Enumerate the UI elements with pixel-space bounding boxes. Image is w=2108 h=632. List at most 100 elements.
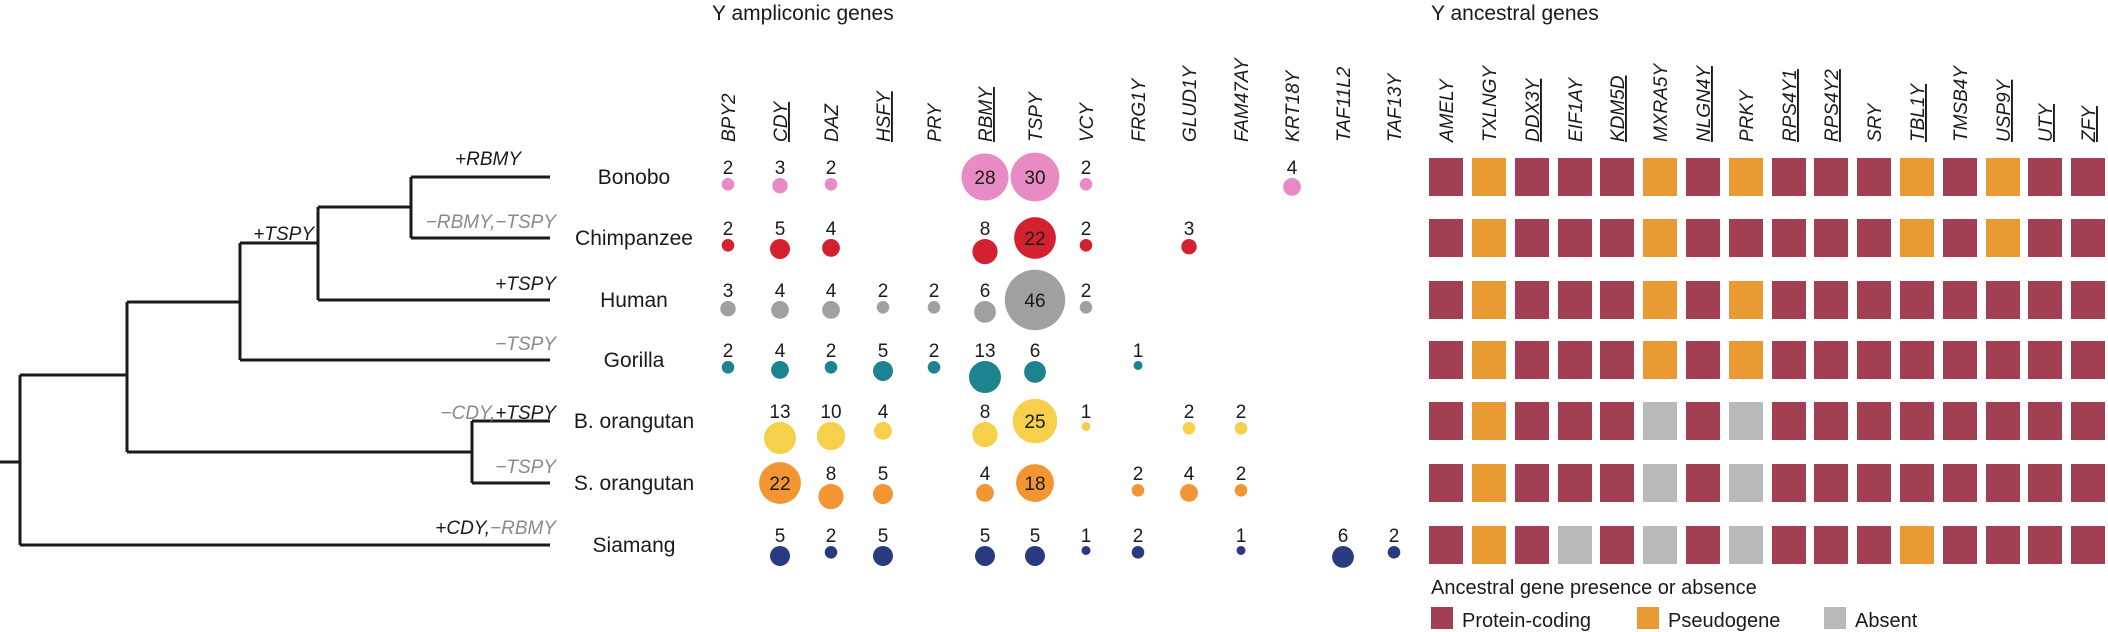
- status-cell: [1814, 464, 1848, 502]
- status-cell: [1643, 341, 1677, 379]
- status-cell: [1643, 464, 1677, 502]
- status-cell: [1686, 402, 1720, 440]
- gene-label: TXLNGY: [1480, 65, 1501, 142]
- copy-bubble: [972, 238, 998, 265]
- gene-label: TAF13Y: [1385, 72, 1406, 142]
- branch-event-bonobo: +RBMY: [455, 149, 522, 170]
- gene-label: KDM5D: [1608, 75, 1629, 142]
- copy-count: 3: [775, 158, 786, 179]
- status-cell: [1600, 526, 1634, 564]
- status-cell: [1558, 219, 1592, 257]
- gene-label: SRY: [1865, 102, 1886, 142]
- status-cell: [2071, 526, 2105, 564]
- status-cell: [1429, 526, 1463, 564]
- gene-label: TSPY: [1026, 91, 1047, 142]
- species-label: Siamang: [593, 534, 676, 557]
- copy-count: 2: [1133, 464, 1144, 485]
- status-cell: [1900, 158, 1934, 196]
- event-part: −TSPY: [495, 334, 557, 355]
- copy-bubble: [1181, 239, 1197, 255]
- status-cell: [1472, 526, 1506, 564]
- copy-count: 1: [1236, 526, 1247, 547]
- status-cell: [1986, 526, 2020, 564]
- copy-count: 5: [878, 526, 889, 547]
- status-cell: [1900, 281, 1934, 319]
- copy-bubble: [1283, 178, 1301, 196]
- status-cell: [1515, 526, 1549, 564]
- status-cell: [2028, 281, 2062, 319]
- ampliconic-gene-headers: BPY2 CDY DAZ HSFY PRY RBMY TSPY VCY FRG1Y GLUD1Y F…: [719, 57, 1406, 142]
- status-cell: [1558, 158, 1592, 196]
- copy-count: 18: [1024, 474, 1045, 495]
- copy-count: 2: [1184, 402, 1195, 423]
- copy-bubble: [1234, 421, 1248, 435]
- copy-bubble: [1131, 545, 1145, 559]
- branch-event-borang: −CDY,+TSPY: [441, 403, 558, 424]
- copy-count: 4: [826, 219, 837, 240]
- event-part: +TSPY: [495, 403, 557, 424]
- status-cell: [2028, 402, 2062, 440]
- status-cell: [1515, 158, 1549, 196]
- gene-label: FRG1Y: [1129, 77, 1150, 142]
- status-cell: [1600, 341, 1634, 379]
- species-label: Bonobo: [598, 166, 670, 189]
- gene-label: BPY2: [719, 93, 740, 142]
- copy-count: 2: [1081, 281, 1092, 302]
- gene-label: RBMY: [976, 86, 997, 142]
- gene-label: USP9Y: [1994, 78, 2015, 142]
- copy-bubble: [822, 239, 840, 257]
- copy-bubble: [876, 300, 890, 314]
- copy-count: 22: [769, 474, 790, 495]
- status-cell: [1986, 281, 2020, 319]
- status-cell: [1686, 464, 1720, 502]
- copy-bubble: [759, 462, 801, 504]
- status-cell: [1857, 219, 1891, 257]
- gene-label: EIF1AY: [1566, 77, 1587, 142]
- status-cell: [1772, 402, 1806, 440]
- status-cell: [2071, 281, 2105, 319]
- status-cell: [1515, 219, 1549, 257]
- status-cell: [1686, 281, 1720, 319]
- copy-bubble: [1012, 398, 1058, 444]
- species-label: Gorilla: [604, 349, 665, 372]
- copy-count: 2: [1133, 526, 1144, 547]
- ampliconic-title: Y ampliconic genes: [712, 2, 894, 25]
- copy-count: 4: [878, 402, 889, 423]
- copy-bubble: [772, 178, 788, 194]
- gene-label: TBL1Y: [1908, 83, 1929, 142]
- status-cell: [1900, 341, 1934, 379]
- gene-label: PRY: [925, 102, 946, 142]
- gene-label: TAF11L2: [1334, 66, 1355, 142]
- copy-count: 1: [1081, 402, 1092, 423]
- gene-label: AMELY: [1437, 78, 1458, 143]
- ampliconic-bubble-grid: 2 3 2 28 30 2 42 5 4 8 22 2 33 4 4 2 2 6 46 22 4 2 5 2 13 6 113 10 4…: [720, 152, 1401, 568]
- status-cell: [1429, 341, 1463, 379]
- status-cell: [1772, 219, 1806, 257]
- copy-count: 30: [1024, 168, 1045, 189]
- event-part: +TSPY: [253, 224, 315, 245]
- status-cell: [1772, 464, 1806, 502]
- status-cell: [1772, 158, 1806, 196]
- phylogenetic-tree: [0, 175, 550, 547]
- copy-bubble: [1079, 177, 1093, 191]
- copy-count: 2: [878, 281, 889, 302]
- ancestral-gene-headers: AMELY TXLNGY DDX3Y EIF1AY KDM5D MXRA5Y NLGN4Y P…: [1437, 63, 2100, 143]
- copy-count: 5: [775, 526, 786, 547]
- copy-bubble: [816, 421, 846, 451]
- copy-bubble: [1081, 421, 1091, 431]
- status-cell: [1814, 219, 1848, 257]
- copy-count: 13: [974, 341, 995, 362]
- copy-count: 8: [980, 402, 991, 423]
- copy-count: 4: [775, 341, 786, 362]
- status-cell: [1900, 526, 1934, 564]
- status-cell: [1515, 281, 1549, 319]
- event-part: +CDY,: [435, 518, 490, 539]
- copy-bubble: [1079, 300, 1093, 314]
- gene-label: UTY: [2036, 103, 2057, 142]
- legend-swatch: [1637, 607, 1659, 629]
- copy-count: 4: [1287, 158, 1298, 179]
- legend-label: Absent: [1855, 610, 1918, 632]
- status-cell: [1558, 281, 1592, 319]
- event-part: −TSPY: [495, 457, 557, 478]
- status-cell: [1729, 526, 1763, 564]
